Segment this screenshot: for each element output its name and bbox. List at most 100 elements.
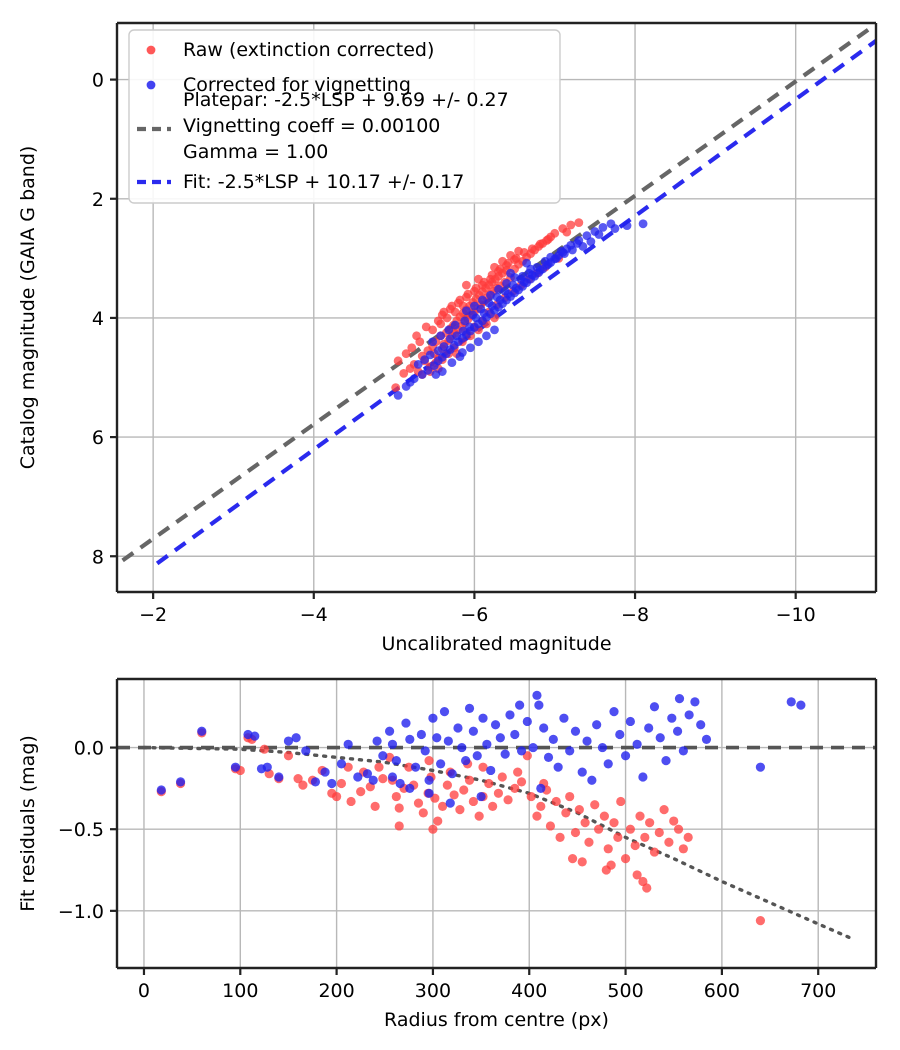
data-point [433, 816, 443, 826]
data-point [370, 801, 380, 811]
y-axis-label: Fit residuals (mag) [17, 735, 39, 912]
upper-panel: −2 −4 −6 −8 −10 0 2 4 6 8 Uncalibrated magnitude Ca… [17, 21, 878, 655]
data-point [649, 702, 660, 712]
data-point [474, 811, 484, 821]
data-point [678, 844, 688, 854]
data-point [522, 716, 532, 727]
data-point [574, 218, 584, 228]
data-point [197, 726, 207, 736]
data-point [393, 356, 403, 366]
legend-entry-fit[interactable]: Fit: -2.5*LSP + 10.17 +/- 0.17 [137, 171, 464, 193]
legend-entry-corrected[interactable]: Corrected for vignetting [146, 74, 411, 96]
data-point [394, 821, 404, 831]
data-point [453, 723, 463, 733]
data-point [490, 325, 499, 335]
data-point [463, 289, 473, 299]
legend-label: Raw (extinction corrected) [183, 39, 434, 61]
data-point [598, 222, 608, 232]
data-point [464, 703, 475, 713]
data-point [259, 744, 269, 754]
data-point [460, 316, 470, 326]
data-point [594, 230, 604, 239]
data-point [500, 749, 510, 759]
residual-series-corrected [156, 690, 806, 808]
data-point [293, 774, 303, 784]
data-point [378, 774, 388, 784]
data-point [505, 710, 515, 720]
data-point [488, 801, 498, 811]
data-point [642, 883, 652, 893]
data-point [230, 762, 241, 772]
data-point [482, 739, 492, 749]
data-point [401, 349, 411, 359]
fit-line [155, 39, 878, 566]
data-point [387, 772, 398, 782]
data-point [327, 778, 337, 789]
data-point [436, 759, 446, 769]
data-point [391, 383, 401, 393]
data-point [786, 697, 796, 707]
data-point [346, 796, 356, 807]
legend-entry-raw[interactable]: Raw (extinction corrected) [146, 39, 435, 61]
data-point [405, 377, 415, 387]
data-point [472, 751, 482, 761]
data-point [565, 746, 575, 756]
data-point [678, 746, 688, 756]
data-point [609, 818, 619, 828]
data-point [577, 767, 587, 777]
x-tick-label: 300 [415, 980, 451, 1002]
x-tick-label: 500 [607, 980, 643, 1002]
data-point [336, 778, 347, 789]
data-point [262, 762, 272, 772]
x-tick-label: −10 [776, 604, 816, 626]
data-point [459, 785, 469, 795]
data-point [535, 239, 545, 249]
data-point [561, 808, 571, 818]
data-point [283, 751, 294, 761]
data-point [516, 777, 527, 787]
data-point [445, 798, 455, 808]
x-axis-label: Uncalibrated magnitude [381, 633, 611, 655]
data-point [374, 762, 384, 772]
data-point [550, 228, 560, 238]
y-tick-label: −1.0 [58, 901, 104, 923]
data-point [672, 726, 683, 736]
data-point [565, 791, 575, 802]
data-point [391, 791, 401, 802]
data-point [669, 816, 679, 826]
data-point [387, 739, 398, 749]
data-point [490, 262, 499, 272]
data-point [625, 824, 635, 834]
y-tick-label: 0.0 [74, 738, 104, 760]
data-point [486, 290, 495, 300]
data-point [661, 756, 671, 766]
data-point [551, 796, 561, 807]
data-point [336, 759, 347, 769]
data-point [407, 343, 417, 353]
data-point [620, 751, 631, 761]
data-point [644, 723, 654, 733]
data-point [461, 306, 471, 316]
data-point [478, 762, 488, 772]
data-point [468, 796, 478, 807]
data-point [632, 870, 642, 880]
x-tick-label: 400 [511, 980, 547, 1002]
data-point [250, 731, 260, 741]
data-point [545, 821, 556, 831]
data-point [536, 801, 546, 811]
data-point [630, 840, 640, 851]
data-point [690, 697, 700, 707]
data-point [673, 824, 684, 834]
lower-panel: 0 100 200 300 400 500 600 700 0.0 −0.5 −1.0 Radius … [17, 677, 878, 1031]
data-point [413, 798, 424, 808]
legend-entry-platepar[interactable]: Platepar: -2.5*LSP + 9.69 +/- 0.27 Vignet… [137, 89, 509, 163]
x-tick-label: −4 [300, 604, 328, 626]
x-tick-label: 0 [138, 980, 150, 1002]
data-point [478, 295, 487, 305]
data-point [468, 310, 478, 320]
data-point [502, 278, 511, 288]
data-point [274, 772, 284, 782]
data-point [638, 772, 648, 782]
data-point [291, 733, 301, 743]
data-point [362, 769, 373, 779]
